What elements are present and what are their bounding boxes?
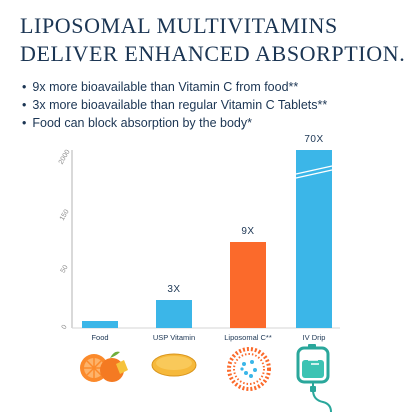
iv-bag-icon [296,344,332,413]
benefit-item: Food can block absorption by the body* [22,114,414,132]
value-label: 3X [167,284,180,295]
axis-break-mark [295,165,333,175]
bar [230,242,266,328]
headline-line-1: LIPOSOMAL MULTIVITAMINS [20,13,338,38]
benefit-item: 3x more bioavailable than regular Vitami… [22,96,414,114]
tablet-icon [151,353,197,377]
headline: LIPOSOMAL MULTIVITAMINS DELIVER ENHANCED… [20,12,410,68]
headline-line-2: DELIVER ENHANCED ABSORPTION. [20,41,406,66]
category-label: USP Vitamin [153,333,195,342]
axis-break-mark [295,169,333,179]
category-label: Food [91,333,108,342]
benefit-list: 9x more bioavailable than Vitamin C from… [22,78,414,132]
y-tick-label: 50 [60,264,70,274]
value-label: 70X [304,134,323,145]
category-label: IV Drip [303,333,326,342]
bar [156,300,192,328]
bar [82,321,118,328]
value-label: 9X [241,226,254,237]
category-label: Liposomal C** [224,333,272,342]
bar [296,150,332,328]
y-tick-label: 150 [59,208,71,222]
y-tick-label: 2000 [58,149,72,166]
bioavailability-chart: 0 50 150 2000 Food USP Vitamin 3X Liposomal C*… [58,134,340,342]
orange-fruit-icon [80,351,128,382]
liposome-icon [227,347,271,391]
benefit-item: 9x more bioavailable than Vitamin C from… [22,78,414,96]
y-tick-label: 0 [61,324,69,331]
